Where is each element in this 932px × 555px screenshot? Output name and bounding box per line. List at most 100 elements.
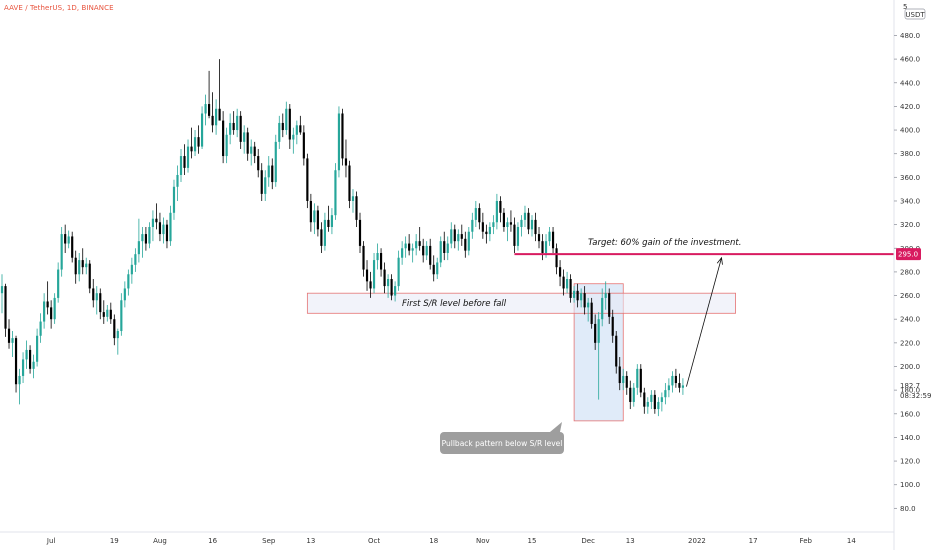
candle-body[interactable] bbox=[50, 307, 53, 320]
target-arrow[interactable] bbox=[686, 257, 722, 387]
candle-body[interactable] bbox=[485, 231, 488, 235]
candle-body[interactable] bbox=[0, 286, 4, 294]
candle-body[interactable] bbox=[379, 252, 383, 270]
candle-body[interactable] bbox=[657, 401, 660, 410]
candle-body[interactable] bbox=[327, 219, 330, 227]
candle-body[interactable] bbox=[467, 231, 470, 251]
candle-body[interactable] bbox=[422, 245, 425, 256]
candle-body[interactable] bbox=[313, 210, 316, 223]
candle-body[interactable] bbox=[36, 335, 39, 362]
candle-body[interactable] bbox=[622, 375, 625, 384]
candle-body[interactable] bbox=[358, 219, 362, 246]
candle-body[interactable] bbox=[541, 241, 544, 253]
candle-body[interactable] bbox=[64, 234, 67, 244]
candle-body[interactable] bbox=[102, 312, 105, 317]
candle-body[interactable] bbox=[464, 238, 467, 251]
candle-body[interactable] bbox=[383, 269, 386, 287]
candle-body[interactable] bbox=[453, 229, 456, 242]
candle-body[interactable] bbox=[558, 267, 562, 277]
sr-zone[interactable] bbox=[306, 292, 736, 314]
candle-body[interactable] bbox=[18, 375, 21, 385]
candle-body[interactable] bbox=[446, 243, 449, 253]
candle-body[interactable] bbox=[71, 236, 74, 258]
candle-body[interactable] bbox=[127, 274, 130, 289]
candle-body[interactable] bbox=[95, 293, 98, 301]
candle-body[interactable] bbox=[183, 156, 186, 168]
candle-body[interactable] bbox=[566, 279, 569, 289]
candle-body[interactable] bbox=[587, 302, 590, 308]
candle-body[interactable] bbox=[527, 212, 530, 230]
candle-body[interactable] bbox=[39, 321, 42, 336]
candle-body[interactable] bbox=[618, 366, 621, 384]
candle-body[interactable] bbox=[351, 196, 355, 201]
candle-body[interactable] bbox=[678, 383, 681, 388]
candle-body[interactable] bbox=[386, 279, 390, 287]
candle-body[interactable] bbox=[85, 263, 88, 268]
candle-body[interactable] bbox=[516, 226, 520, 246]
candle-body[interactable] bbox=[601, 297, 604, 320]
candle-body[interactable] bbox=[646, 401, 649, 407]
candle-body[interactable] bbox=[569, 279, 572, 298]
candle-body[interactable] bbox=[537, 234, 541, 242]
candle-body[interactable] bbox=[239, 115, 242, 142]
candle-body[interactable] bbox=[562, 276, 565, 289]
candle-body[interactable] bbox=[394, 286, 397, 296]
candle-body[interactable] bbox=[390, 279, 393, 296]
candle-body[interactable] bbox=[306, 158, 309, 201]
candle-body[interactable] bbox=[660, 397, 663, 402]
candle-body[interactable] bbox=[513, 224, 516, 246]
candle-body[interactable] bbox=[443, 241, 446, 253]
candle-body[interactable] bbox=[137, 241, 140, 255]
candle-body[interactable] bbox=[573, 290, 576, 298]
candle-body[interactable] bbox=[236, 115, 239, 131]
candle-body[interactable] bbox=[330, 215, 334, 227]
candle-body[interactable] bbox=[509, 222, 513, 225]
candle-body[interactable] bbox=[499, 200, 502, 213]
candle-body[interactable] bbox=[401, 248, 404, 258]
candle-body[interactable] bbox=[316, 210, 319, 230]
candle-body[interactable] bbox=[667, 385, 670, 391]
candle-body[interactable] bbox=[551, 231, 555, 249]
candle-body[interactable] bbox=[229, 122, 232, 135]
candle-body[interactable] bbox=[211, 115, 214, 126]
candle-body[interactable] bbox=[334, 170, 337, 216]
candle-body[interactable] bbox=[81, 260, 84, 268]
candle-body[interactable] bbox=[320, 229, 323, 246]
candle-body[interactable] bbox=[123, 288, 126, 301]
candle-body[interactable] bbox=[341, 113, 344, 159]
candle-body[interactable] bbox=[274, 141, 277, 183]
candle-body[interactable] bbox=[222, 120, 225, 157]
candle-body[interactable] bbox=[681, 385, 685, 388]
candle-body[interactable] bbox=[611, 316, 614, 336]
candle-body[interactable] bbox=[643, 392, 646, 407]
candle-body[interactable] bbox=[165, 224, 169, 242]
candle-body[interactable] bbox=[130, 264, 133, 275]
candle-body[interactable] bbox=[639, 368, 642, 393]
candle-body[interactable] bbox=[418, 241, 421, 246]
candle-body[interactable] bbox=[415, 241, 418, 249]
candle-body[interactable] bbox=[534, 219, 537, 235]
candle-body[interactable] bbox=[625, 375, 628, 388]
candle-body[interactable] bbox=[190, 146, 193, 152]
candle-body[interactable] bbox=[169, 212, 172, 242]
candle-body[interactable] bbox=[365, 269, 369, 282]
candle-body[interactable] bbox=[397, 257, 400, 287]
candle-body[interactable] bbox=[597, 319, 600, 343]
candle-body[interactable] bbox=[323, 219, 326, 246]
candle-body[interactable] bbox=[120, 300, 123, 332]
candle-body[interactable] bbox=[299, 125, 302, 133]
candle-body[interactable] bbox=[590, 302, 593, 324]
candle-body[interactable] bbox=[432, 264, 435, 275]
candle-body[interactable] bbox=[436, 262, 439, 275]
candle-body[interactable] bbox=[650, 394, 653, 402]
candle-body[interactable] bbox=[506, 222, 509, 227]
candle-body[interactable] bbox=[309, 200, 312, 223]
candle-body[interactable] bbox=[460, 234, 463, 239]
candle-body[interactable] bbox=[636, 368, 639, 388]
candle-body[interactable] bbox=[372, 260, 376, 289]
candle-body[interactable] bbox=[186, 146, 190, 168]
candle-body[interactable] bbox=[267, 165, 270, 178]
candle-body[interactable] bbox=[292, 134, 295, 140]
